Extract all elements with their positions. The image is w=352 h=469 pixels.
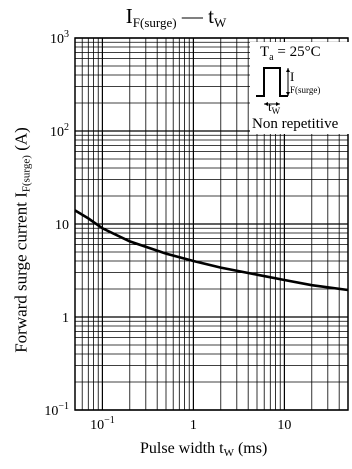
- test-condition-inset: Ta = 25°C I F(surge) tW Non repetitive: [250, 42, 350, 134]
- current-label: I F(surge): [290, 69, 321, 95]
- x-axis-title: Pulse width tW (ms): [140, 440, 268, 459]
- y-tick-label: 1: [62, 311, 69, 326]
- y-tick-label: 10: [55, 218, 69, 233]
- chart-title: IF(surge) — tW: [125, 4, 227, 30]
- non-repetitive-note: Non repetitive: [252, 116, 339, 132]
- y-tick-label: 103: [50, 29, 69, 47]
- surge-current-curve: [74, 209, 349, 292]
- x-tick-label: 1: [190, 418, 197, 433]
- y-axis-title: Forward surge current IF(surge) (A): [11, 127, 33, 353]
- pulse-width-label: tW: [268, 99, 281, 116]
- plot-frame: [74, 37, 349, 411]
- y-tick-label: 10−1: [44, 401, 69, 419]
- x-tick-label: 10−1: [90, 415, 115, 433]
- pulse-diagram: [256, 67, 290, 106]
- temperature-label: Ta = 25°C: [260, 44, 321, 63]
- y-tick-label: 102: [50, 122, 69, 140]
- x-tick-label: 10: [277, 418, 291, 433]
